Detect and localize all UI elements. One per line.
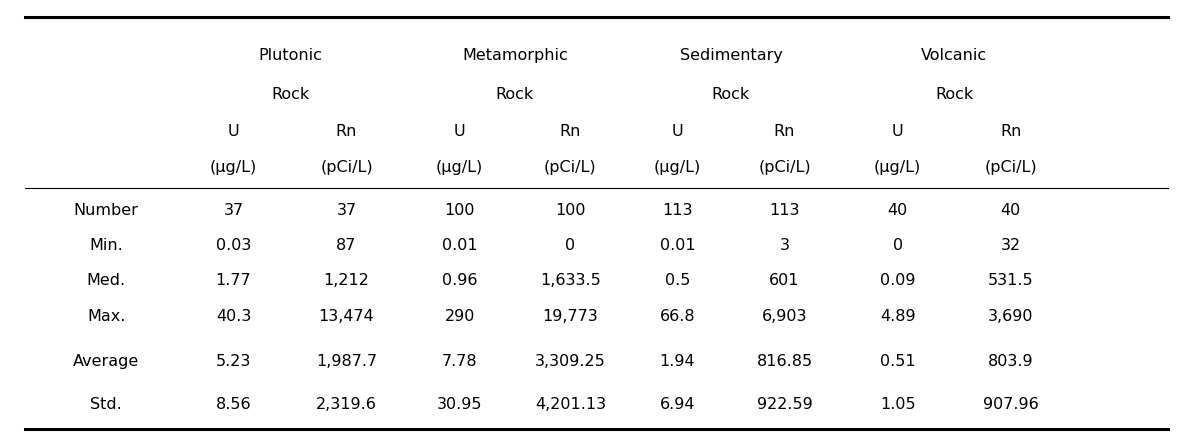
Text: Sedimentary: Sedimentary — [680, 48, 783, 63]
Text: 37: 37 — [336, 202, 357, 218]
Text: Rock: Rock — [712, 87, 750, 102]
Text: Rn: Rn — [774, 124, 796, 139]
Text: U: U — [453, 124, 465, 139]
Text: (μg/L): (μg/L) — [435, 160, 483, 175]
Text: 0.03: 0.03 — [216, 238, 252, 253]
Text: 4,201.13: 4,201.13 — [534, 397, 606, 412]
Text: Metamorphic: Metamorphic — [462, 48, 568, 63]
Text: 816.85: 816.85 — [756, 354, 812, 369]
Text: Rn: Rn — [560, 124, 581, 139]
Text: (pCi/L): (pCi/L) — [759, 160, 811, 175]
Text: 113: 113 — [662, 202, 693, 218]
Text: 6,903: 6,903 — [762, 309, 808, 324]
Text: 922.59: 922.59 — [756, 397, 812, 412]
Text: 907.96: 907.96 — [983, 397, 1039, 412]
Text: 2,319.6: 2,319.6 — [316, 397, 377, 412]
Text: 1.94: 1.94 — [660, 354, 696, 369]
Text: 40: 40 — [888, 202, 908, 218]
Text: U: U — [228, 124, 240, 139]
Text: Rn: Rn — [336, 124, 357, 139]
Text: Number: Number — [74, 202, 138, 218]
Text: 40: 40 — [1001, 202, 1021, 218]
Text: 0: 0 — [892, 238, 903, 253]
Text: Min.: Min. — [89, 238, 123, 253]
Text: (pCi/L): (pCi/L) — [984, 160, 1037, 175]
Text: Rock: Rock — [271, 87, 309, 102]
Text: 32: 32 — [1001, 238, 1021, 253]
Text: 0.09: 0.09 — [880, 273, 915, 288]
Text: Average: Average — [73, 354, 140, 369]
Text: 0.01: 0.01 — [441, 238, 477, 253]
Text: 66.8: 66.8 — [660, 309, 696, 324]
Text: Plutonic: Plutonic — [258, 48, 322, 63]
Text: Med.: Med. — [87, 273, 125, 288]
Text: 0.5: 0.5 — [665, 273, 690, 288]
Text: U: U — [672, 124, 684, 139]
Text: 531.5: 531.5 — [988, 273, 1033, 288]
Text: 19,773: 19,773 — [543, 309, 598, 324]
Text: 40.3: 40.3 — [216, 309, 252, 324]
Text: 3: 3 — [779, 238, 790, 253]
Text: 803.9: 803.9 — [988, 354, 1033, 369]
Text: 1,212: 1,212 — [323, 273, 370, 288]
Text: Std.: Std. — [91, 397, 122, 412]
Text: 6.94: 6.94 — [660, 397, 696, 412]
Text: 0.96: 0.96 — [441, 273, 477, 288]
Text: 8.56: 8.56 — [216, 397, 252, 412]
Text: 3,690: 3,690 — [988, 309, 1033, 324]
Text: Max.: Max. — [87, 309, 125, 324]
Text: (μg/L): (μg/L) — [874, 160, 921, 175]
Text: 100: 100 — [555, 202, 586, 218]
Text: 0.01: 0.01 — [660, 238, 696, 253]
Text: 37: 37 — [223, 202, 243, 218]
Text: 290: 290 — [445, 309, 475, 324]
Text: 5.23: 5.23 — [216, 354, 252, 369]
Text: U: U — [892, 124, 903, 139]
Text: Rn: Rn — [1000, 124, 1021, 139]
Text: 0: 0 — [565, 238, 575, 253]
Text: (pCi/L): (pCi/L) — [320, 160, 373, 175]
Text: 3,309.25: 3,309.25 — [534, 354, 606, 369]
Text: Volcanic: Volcanic — [921, 48, 988, 63]
Text: 113: 113 — [769, 202, 799, 218]
Text: 1,987.7: 1,987.7 — [316, 354, 377, 369]
Text: 4.89: 4.89 — [879, 309, 915, 324]
Text: 7.78: 7.78 — [441, 354, 477, 369]
Text: 100: 100 — [444, 202, 475, 218]
Text: 1.77: 1.77 — [216, 273, 252, 288]
Text: 601: 601 — [769, 273, 799, 288]
Text: 87: 87 — [336, 238, 357, 253]
Text: 1.05: 1.05 — [879, 397, 915, 412]
Text: Rock: Rock — [496, 87, 534, 102]
Text: 30.95: 30.95 — [437, 397, 482, 412]
Text: 1,633.5: 1,633.5 — [540, 273, 601, 288]
Text: 0.51: 0.51 — [879, 354, 915, 369]
Text: Rock: Rock — [935, 87, 973, 102]
Text: (pCi/L): (pCi/L) — [544, 160, 596, 175]
Text: (μg/L): (μg/L) — [654, 160, 701, 175]
Text: 13,474: 13,474 — [319, 309, 375, 324]
Text: (μg/L): (μg/L) — [210, 160, 258, 175]
